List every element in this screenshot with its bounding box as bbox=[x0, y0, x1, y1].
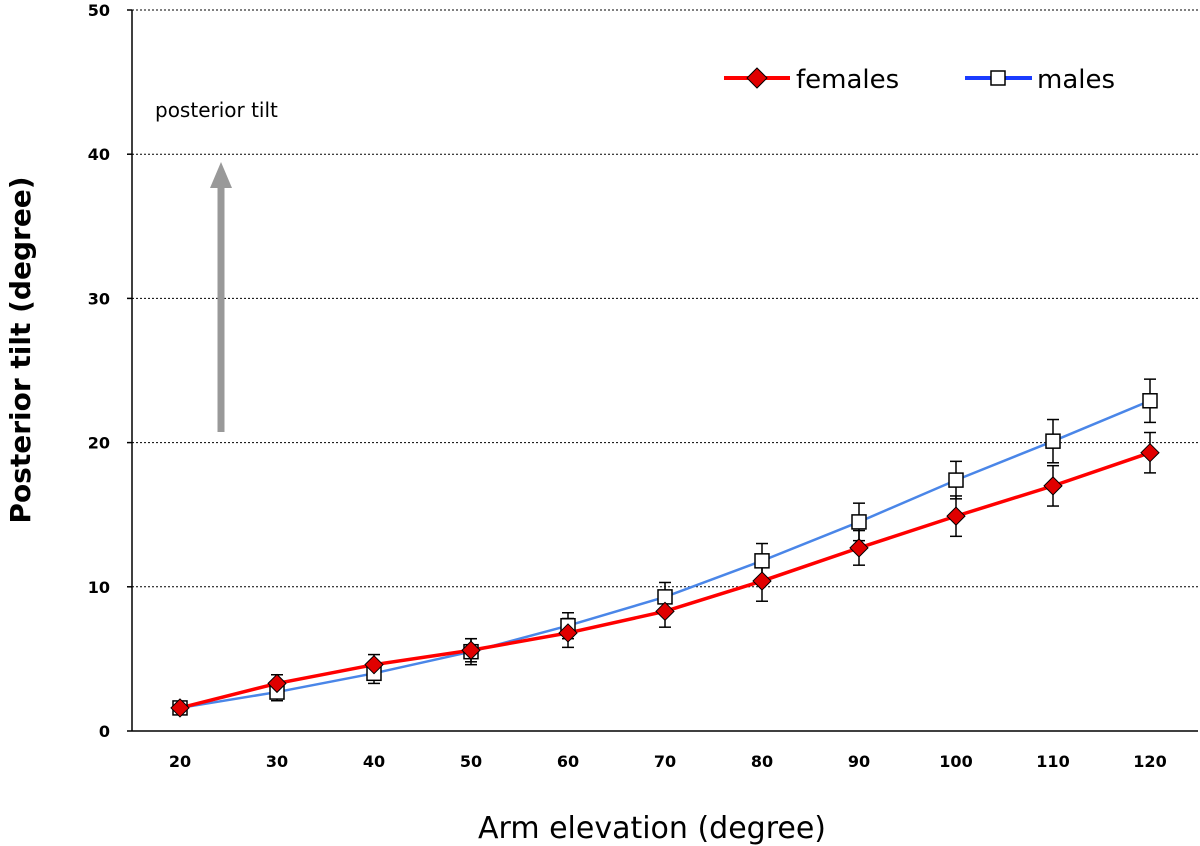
y-tick-label: 10 bbox=[88, 578, 110, 597]
x-tick-label: 120 bbox=[1133, 752, 1166, 771]
data-point-males bbox=[948, 472, 964, 488]
legend-marker-males bbox=[990, 70, 1006, 86]
legend-item-males: males bbox=[965, 65, 1115, 95]
y-tick-label: 50 bbox=[88, 1, 110, 20]
data-point-females bbox=[655, 601, 675, 622]
x-tick-label: 50 bbox=[460, 752, 482, 771]
series-line-females bbox=[179, 451, 1151, 710]
series-layer bbox=[170, 378, 1160, 718]
y-tick-label: 20 bbox=[88, 434, 110, 453]
data-point-females bbox=[461, 640, 481, 660]
legend-label-females: females bbox=[796, 65, 899, 95]
x-tick-label: 80 bbox=[751, 752, 773, 771]
y-axis-title: Posterior tilt (degree) bbox=[4, 176, 37, 523]
series-line-males bbox=[179, 399, 1151, 710]
x-tick-label: 30 bbox=[266, 752, 288, 771]
data-point-males bbox=[851, 514, 867, 530]
x-axis-title: Arm elevation (degree) bbox=[478, 811, 826, 846]
data-point-females bbox=[849, 538, 869, 558]
x-tick-labels: 20 30 40 50 60 70 80 90 100 110 120 bbox=[169, 752, 1167, 771]
legend-item-females: females bbox=[724, 65, 899, 95]
y-tick-label: 40 bbox=[88, 145, 110, 164]
x-tick-label: 90 bbox=[848, 752, 870, 771]
data-point-females bbox=[1043, 476, 1063, 496]
x-tick-label: 100 bbox=[939, 752, 972, 771]
x-tick-label: 110 bbox=[1036, 752, 1069, 771]
y-tick-labels: 0 10 20 30 40 50 bbox=[88, 1, 132, 741]
data-point-females bbox=[364, 654, 384, 675]
legend-label-males: males bbox=[1037, 65, 1115, 95]
data-point-females bbox=[1140, 442, 1160, 463]
x-tick-label: 60 bbox=[557, 752, 579, 771]
data-point-males bbox=[1045, 433, 1061, 449]
data-point-females bbox=[267, 673, 287, 694]
data-point-females bbox=[170, 698, 190, 718]
legend-marker-females bbox=[746, 67, 768, 89]
legend: females males bbox=[724, 65, 1115, 95]
data-point-males bbox=[1142, 393, 1158, 409]
data-point-males bbox=[754, 553, 770, 569]
y-tick-label: 0 bbox=[99, 722, 110, 741]
y-tick-label: 30 bbox=[88, 289, 110, 308]
x-tick-label: 70 bbox=[654, 752, 676, 771]
gridlines bbox=[132, 9, 1198, 588]
x-tick-label: 20 bbox=[169, 752, 191, 771]
posterior-tilt-arrow bbox=[210, 162, 232, 432]
data-point-females bbox=[558, 623, 578, 643]
annotation-text: posterior tilt bbox=[155, 98, 278, 122]
data-point-females bbox=[752, 571, 772, 591]
data-point-females bbox=[946, 506, 966, 526]
x-tick-label: 40 bbox=[363, 752, 385, 771]
